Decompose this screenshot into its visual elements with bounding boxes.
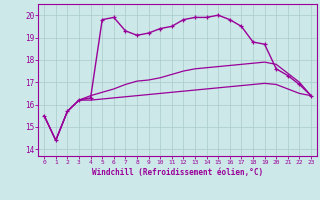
X-axis label: Windchill (Refroidissement éolien,°C): Windchill (Refroidissement éolien,°C): [92, 168, 263, 177]
